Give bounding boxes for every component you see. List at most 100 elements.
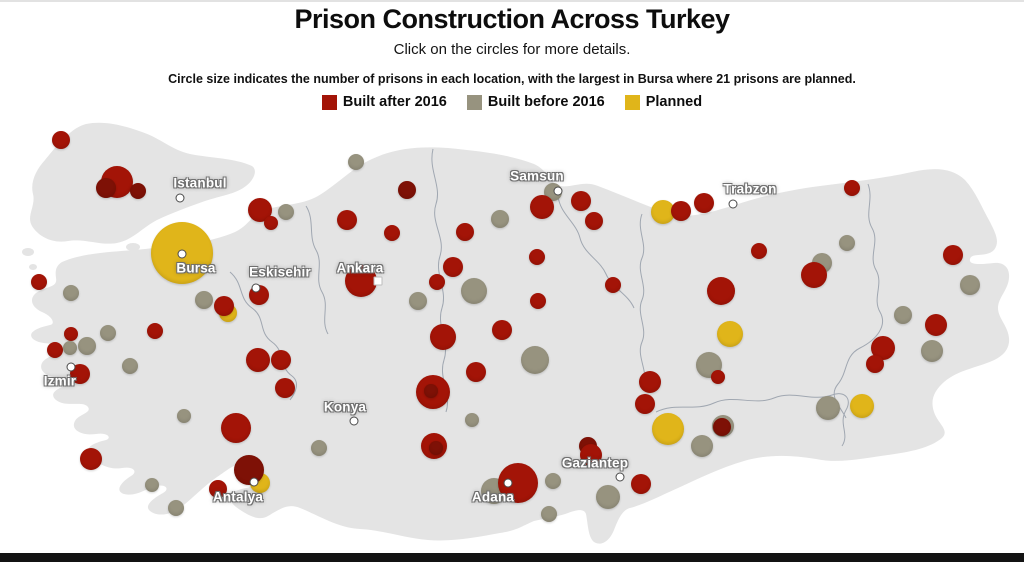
prison-bubble-gray[interactable]	[465, 413, 479, 427]
prison-bubble-gray[interactable]	[816, 396, 840, 420]
city-marker-eskisehir	[251, 283, 261, 293]
prison-bubble-red[interactable]	[214, 296, 234, 316]
prison-bubble-red[interactable]	[80, 448, 102, 470]
prison-bubble-darkred[interactable]	[398, 181, 416, 199]
legend-label: Built before 2016	[487, 94, 605, 110]
prison-bubble-darkred[interactable]	[424, 384, 438, 398]
prison-bubble-red[interactable]	[64, 327, 78, 341]
prison-bubble-red[interactable]	[943, 245, 963, 265]
legend-swatch-gray	[466, 94, 482, 110]
prison-bubble-gray[interactable]	[78, 337, 96, 355]
prison-bubble-red[interactable]	[384, 225, 400, 241]
prison-bubble-red[interactable]	[456, 223, 474, 241]
city-marker-samsun	[553, 186, 563, 196]
prison-bubble-gray[interactable]	[311, 440, 327, 456]
prison-bubble-red[interactable]	[209, 480, 227, 498]
prison-bubble-red[interactable]	[31, 274, 47, 290]
prison-bubble-red[interactable]	[585, 212, 603, 230]
bottom-bar	[0, 553, 1024, 562]
prison-bubble-red[interactable]	[580, 444, 602, 466]
prison-bubble-red[interactable]	[52, 131, 70, 149]
legend-item-built-after-2016: Built after 2016	[321, 94, 447, 110]
prison-bubble-gray[interactable]	[545, 473, 561, 489]
prison-bubble-yellow[interactable]	[717, 321, 743, 347]
prison-bubble-red[interactable]	[530, 195, 554, 219]
prison-bubble-red[interactable]	[694, 193, 714, 213]
prison-bubble-red[interactable]	[751, 243, 767, 259]
prison-bubble-gray[interactable]	[145, 478, 159, 492]
prison-bubble-gray[interactable]	[177, 409, 191, 423]
prison-bubble-red[interactable]	[707, 277, 735, 305]
prison-bubble-red[interactable]	[801, 262, 827, 288]
prison-bubble-yellow[interactable]	[850, 394, 874, 418]
prison-bubble-darkred[interactable]	[713, 418, 731, 436]
prison-bubble-red[interactable]	[605, 277, 621, 293]
city-marker-ankara	[373, 276, 383, 286]
thrace-landmass	[30, 122, 255, 244]
prison-bubble-gray[interactable]	[691, 435, 713, 457]
prison-bubble-gray[interactable]	[195, 291, 213, 309]
prison-bubble-gray[interactable]	[839, 235, 855, 251]
prison-bubble-red[interactable]	[264, 216, 278, 230]
prison-bubble-gray[interactable]	[894, 306, 912, 324]
prison-bubble-gray[interactable]	[278, 204, 294, 220]
prison-bubble-gray[interactable]	[100, 325, 116, 341]
prison-bubble-red[interactable]	[466, 362, 486, 382]
prison-bubble-gray[interactable]	[348, 154, 364, 170]
prison-bubble-red[interactable]	[430, 324, 456, 350]
prison-bubble-red[interactable]	[671, 201, 691, 221]
prison-bubble-red[interactable]	[275, 378, 295, 398]
city-label-izmir: Izmir	[43, 373, 77, 389]
prison-bubble-red[interactable]	[492, 320, 512, 340]
prison-bubble-gray[interactable]	[63, 285, 79, 301]
city-label-bursa: Bursa	[176, 260, 216, 276]
legend-label: Planned	[645, 94, 703, 110]
prison-bubble-red[interactable]	[246, 348, 270, 372]
prison-bubble-darkred[interactable]	[96, 178, 116, 198]
prison-bubble-red[interactable]	[337, 210, 357, 230]
prison-bubble-red[interactable]	[571, 191, 591, 211]
city-label-samsun: Samsun	[510, 168, 564, 184]
prison-bubble-red[interactable]	[529, 249, 545, 265]
prison-bubble-red[interactable]	[639, 371, 661, 393]
prison-bubble-red[interactable]	[429, 274, 445, 290]
prison-bubble-gray[interactable]	[168, 500, 184, 516]
legend-swatch-red	[321, 94, 337, 110]
city-label-istanbul: Istanbul	[173, 175, 227, 191]
prison-bubble-darkred[interactable]	[130, 183, 146, 199]
prison-bubble-gray[interactable]	[521, 346, 549, 374]
prison-bubble-gray[interactable]	[63, 341, 77, 355]
prison-bubble-red[interactable]	[925, 314, 947, 336]
prison-bubble-gray[interactable]	[461, 278, 487, 304]
prison-bubble-gray[interactable]	[921, 340, 943, 362]
prison-bubble-gray[interactable]	[596, 485, 620, 509]
prison-bubble-darkred[interactable]	[429, 441, 443, 455]
top-border	[0, 0, 1024, 2]
prison-bubble-red[interactable]	[631, 474, 651, 494]
prison-bubble-red[interactable]	[866, 355, 884, 373]
prison-bubble-gray[interactable]	[960, 275, 980, 295]
prison-bubble-red[interactable]	[711, 370, 725, 384]
city-label-gaziantep: Gaziantep	[561, 455, 629, 471]
prison-bubble-red[interactable]	[345, 265, 377, 297]
prison-bubble-red[interactable]	[147, 323, 163, 339]
prison-bubble-red[interactable]	[844, 180, 860, 196]
prison-bubble-darkred[interactable]	[234, 455, 264, 485]
prison-bubble-gray[interactable]	[541, 506, 557, 522]
prison-bubble-gray[interactable]	[409, 292, 427, 310]
prison-bubble-yellow[interactable]	[652, 413, 684, 445]
city-marker-izmir	[66, 362, 76, 372]
city-label-konya: Konya	[323, 399, 367, 415]
prison-bubble-red[interactable]	[221, 413, 251, 443]
prison-bubble-red[interactable]	[443, 257, 463, 277]
city-label-antalya: Antalya	[212, 489, 264, 505]
prison-bubble-gray[interactable]	[122, 358, 138, 374]
prison-bubble-red[interactable]	[47, 342, 63, 358]
prison-bubble-red[interactable]	[530, 293, 546, 309]
size-caption: Circle size indicates the number of pris…	[168, 72, 856, 86]
prison-bubble-gray[interactable]	[491, 210, 509, 228]
prison-bubble-red[interactable]	[635, 394, 655, 414]
prison-bubble-red[interactable]	[271, 350, 291, 370]
